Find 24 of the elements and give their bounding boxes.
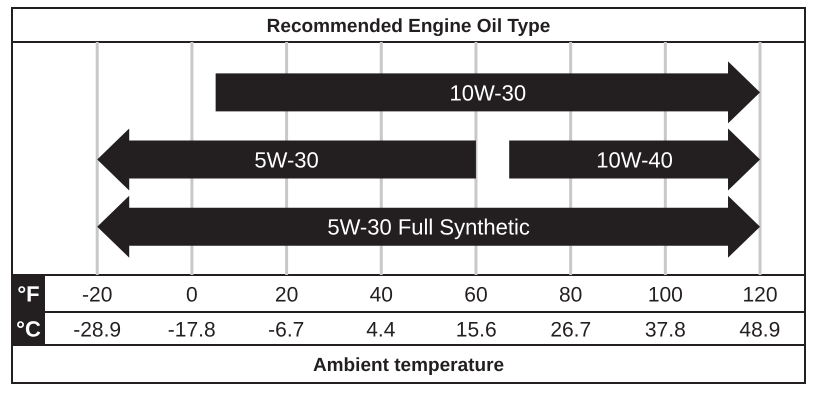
series-label: 5W-30 Full Synthetic	[327, 214, 530, 240]
x-tick-label: 20	[274, 284, 298, 306]
x2-tick-label: 26.7	[550, 318, 592, 342]
x2-tick-label: 48.9	[739, 318, 780, 342]
text: °C	[16, 316, 41, 342]
series-label: 10W-30	[449, 80, 526, 106]
text: °F	[17, 282, 40, 306]
x2-tick-label: -17.8	[168, 318, 216, 342]
x-tick-label: 40	[370, 284, 393, 306]
x-tick-label: 80	[558, 284, 582, 306]
x-tick-label: 60	[464, 284, 488, 306]
x2-tick-label: 4.4	[366, 318, 396, 342]
x-tick-label: 0	[186, 284, 198, 306]
chart-title: Recommended Engine Oil Type	[266, 16, 550, 37]
x2-tick-label: 15.6	[456, 318, 497, 342]
series-label: 10W-40	[596, 148, 673, 172]
x-tick-label: 120	[742, 284, 778, 306]
x-tick-label: 100	[648, 284, 683, 306]
x-axis-title: Ambient temperature	[312, 355, 504, 376]
x2-tick-label: -28.9	[73, 318, 122, 342]
x-tick-label: -20	[82, 284, 112, 306]
series-label: 5W-30	[254, 148, 319, 172]
x2-tick-label: -6.7	[268, 318, 304, 342]
x2-tick-label: 37.8	[644, 318, 686, 342]
